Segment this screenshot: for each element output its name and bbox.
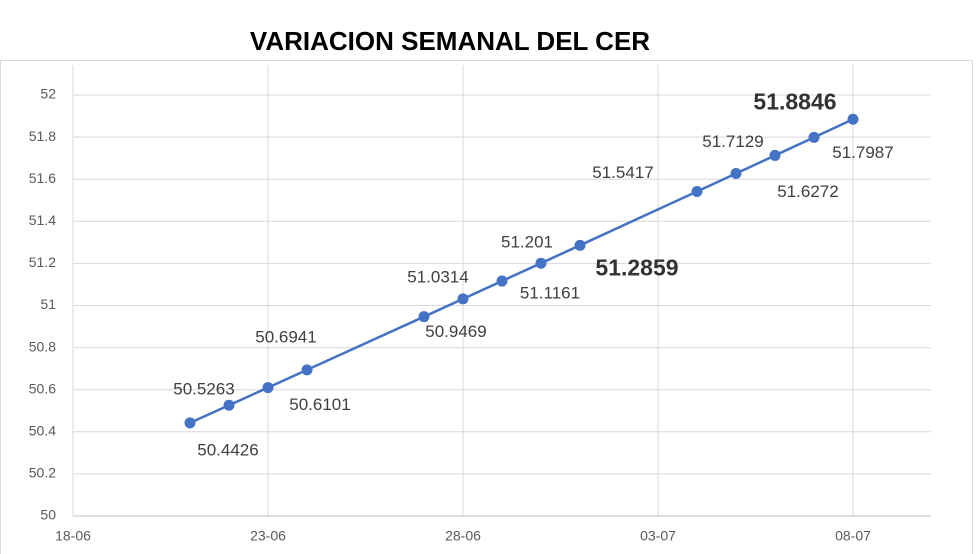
y-tick-label: 52 [40,86,56,102]
x-tick-label: 28-06 [445,528,481,544]
x-tick-label: 08-07 [835,528,871,544]
data-point [730,167,742,179]
y-tick-label: 51.4 [29,212,56,228]
data-label: 50.9469 [425,322,486,341]
data-point [535,257,547,269]
y-tick-label: 51 [40,296,56,312]
data-line [189,118,854,424]
data-point [691,185,703,197]
data-point [457,293,469,305]
data-label: 51.0314 [407,267,468,286]
y-tick-label: 51.2 [29,254,56,270]
y-tick-label: 51.6 [29,170,56,186]
data-label: 50.6101 [289,395,350,414]
y-tick-label: 50 [40,507,56,523]
data-point [262,382,274,394]
data-point [301,364,313,376]
data-point [418,311,430,323]
data-point [847,113,859,125]
data-label: 51.2859 [595,254,678,280]
data-point [574,239,586,251]
data-point [496,275,508,287]
y-tick-label: 50.8 [29,338,56,354]
y-tick-label: 50.6 [29,380,56,396]
x-tick-label: 18-06 [55,528,91,544]
data-label: 51.201 [501,233,553,252]
data-label: 51.1161 [520,284,580,303]
data-point [769,149,781,161]
data-point [808,131,820,143]
data-label: 51.5417 [592,163,653,182]
chart-frame [0,60,973,554]
data-label: 50.6941 [255,327,316,346]
data-label: 51.6272 [777,182,838,201]
x-tick-label: 23-06 [250,528,286,544]
data-label: 51.8846 [753,88,836,114]
chart-title: VARIACION SEMANAL DEL CER [250,26,650,56]
x-tick-label: 03-07 [640,528,676,544]
y-tick-label: 50.2 [29,465,56,481]
y-tick-label: 50.4 [29,423,56,439]
data-point [223,399,235,411]
data-label: 51.7987 [832,143,893,162]
data-label: 50.4426 [197,440,258,459]
data-point [184,417,196,429]
y-tick-label: 51.8 [29,128,56,144]
data-label: 50.5263 [173,380,234,399]
data-label: 51.7129 [702,132,763,151]
